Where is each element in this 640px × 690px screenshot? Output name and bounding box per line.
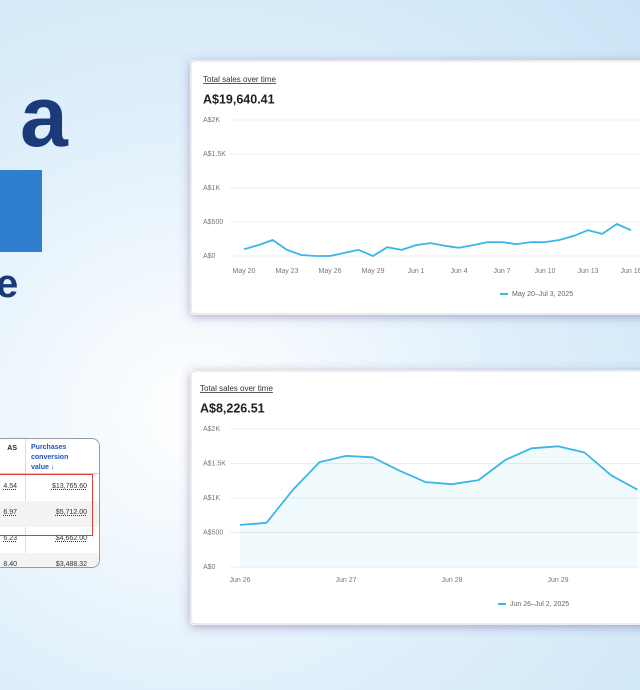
chart-title: Total sales over time <box>203 75 276 84</box>
chart-title: Total sales over time <box>200 384 273 393</box>
y-tick-label: A$1K <box>203 185 220 192</box>
table-cell: $13,765.60 <box>51 483 87 490</box>
area-fill <box>240 446 638 567</box>
x-tick-label: Jun 4 <box>450 268 467 275</box>
table-cell: 4.54 <box>3 483 17 490</box>
x-tick-label: May 23 <box>276 268 299 275</box>
chart-total: A$8,226.51 <box>200 401 265 415</box>
x-tick-label: Jun 29 <box>547 577 568 584</box>
y-tick-label: A$0 <box>203 564 216 571</box>
x-tick-label: Jun 28 <box>441 577 462 584</box>
table-cell: 8.40 <box>3 561 17 568</box>
x-tick-label: Jun 1 <box>407 268 424 275</box>
heading-fragment: a <box>20 69 68 165</box>
table-cell: $5,712.00 <box>55 509 87 516</box>
x-tick-label: May 26 <box>319 268 342 275</box>
table-cell: $4,662.00 <box>55 535 87 542</box>
y-tick-label: A$500 <box>203 529 223 536</box>
y-tick-label: A$500 <box>203 219 223 226</box>
y-tick-label: A$2K <box>203 426 220 433</box>
heading-fragment: e <box>0 262 19 306</box>
series-line <box>243 223 632 257</box>
x-tick-label: Jun 7 <box>493 268 510 275</box>
card-border <box>190 370 640 625</box>
x-tick-label: Jun 16 <box>620 268 640 275</box>
card-border <box>190 60 640 315</box>
header-cell: AS <box>7 445 17 452</box>
legend-label: May 20–Jul 3, 2025 <box>512 291 573 298</box>
x-tick-label: Jun 13 <box>577 268 598 275</box>
x-tick-label: Jun 27 <box>335 577 356 584</box>
x-tick-label: May 29 <box>362 268 385 275</box>
chart-total: A$19,640.41 <box>203 92 275 106</box>
row-bg <box>0 501 99 527</box>
highlight-frame <box>0 474 93 536</box>
x-tick-label: May 20 <box>233 268 256 275</box>
table-cell: 6.23 <box>3 535 17 542</box>
header-divider <box>0 473 99 474</box>
table-cell: $3,488.32 <box>55 561 87 568</box>
y-tick-label: A$1K <box>203 495 220 502</box>
header-cell: Purchases conversion value ↓ <box>31 444 69 471</box>
highlight-box <box>0 170 42 252</box>
y-tick-label: A$2K <box>203 117 220 124</box>
y-tick-label: A$1.5K <box>203 460 226 467</box>
table-cell: 6.97 <box>3 509 17 516</box>
y-tick-label: A$1.5K <box>203 151 226 158</box>
table-card: AS Purchases conversion value ↓ 4.54 $13,76… <box>0 438 100 568</box>
x-tick-label: Jun 10 <box>534 268 555 275</box>
legend-label: Jun 26–Jul 2, 2025 <box>510 601 569 608</box>
y-tick-label: A$0 <box>203 253 216 260</box>
series-line <box>239 445 638 526</box>
row-bg <box>0 553 99 567</box>
x-tick-label: Jun 26 <box>229 577 250 584</box>
